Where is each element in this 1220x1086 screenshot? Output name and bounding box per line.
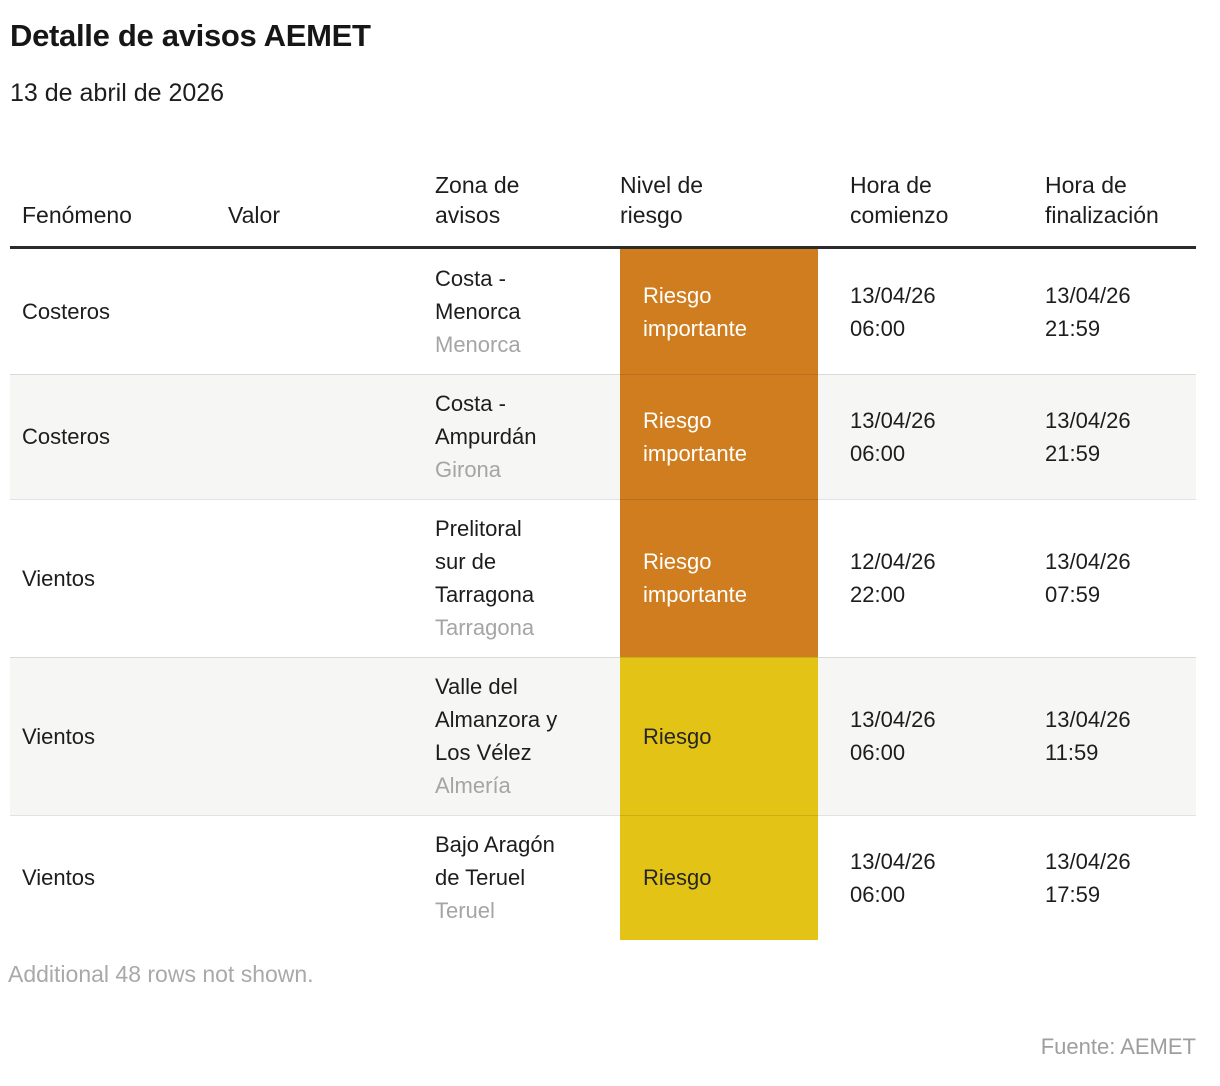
zona-cell: Costa - Menorca Menorca (435, 249, 620, 374)
source-credit: Fuente: AEMET (1040, 1034, 1196, 1059)
nivel-riesgo-badge: Riesgo (620, 657, 818, 815)
table-row: Vientos Bajo Aragón de Teruel Teruel Riesgo… (10, 815, 1196, 940)
provincia-label: Almería (435, 773, 511, 798)
column-header-comienzo: Hora de comienzo (850, 172, 949, 228)
zona-cell: Costa - Ampurdán Girona (435, 374, 620, 499)
fenomeno-cell: Vientos (10, 657, 228, 815)
column-header-valor: Valor (228, 202, 280, 228)
table-row: Vientos Prelitoral sur de Tarragona Tarrag… (10, 499, 1196, 657)
fin-fecha: 13/04/26 (1045, 707, 1131, 732)
page-title: Detalle de avisos AEMET (10, 18, 371, 53)
fenomeno-cell: Vientos (10, 499, 228, 657)
table-row: Costeros Costa - Ampurdán Girona Riesgo imp… (10, 374, 1196, 499)
nivel-riesgo-cell: Riesgo importante (620, 374, 850, 499)
comienzo-hora: 06:00 (850, 315, 906, 341)
nivel-riesgo-badge: Riesgo importante (620, 249, 818, 374)
provincia-label: Menorca (435, 332, 521, 357)
rows-not-shown-note: Additional 48 rows not shown. (8, 961, 314, 987)
provincia-label: Girona (435, 457, 502, 482)
zona-cell: Bajo Aragón de Teruel Teruel (435, 815, 620, 940)
fin-hora: 11:59 (1045, 740, 1099, 765)
valor-cell (228, 499, 435, 657)
table-row: Costeros Costa - Menorca Menorca Riesgo imp… (10, 249, 1196, 374)
hora-comienzo-cell: 13/04/26 06:00 (850, 657, 1045, 815)
nivel-riesgo-badge: Riesgo (620, 815, 818, 940)
table-header-row: Fenómeno Valor Zona de avisos Nivel de r… (10, 170, 1196, 249)
hora-finalizacion-cell: 13/04/26 07:59 (1045, 499, 1196, 657)
comienzo-fecha: 13/04/26 (850, 282, 936, 308)
zona-name: Prelitoral sur de Tarragona (435, 516, 535, 607)
hora-comienzo-cell: 13/04/26 06:00 (850, 374, 1045, 499)
provincia-label: Tarragona (435, 615, 535, 640)
hora-comienzo-cell: 12/04/26 22:00 (850, 499, 1045, 657)
column-header-zona: Zona de avisos (435, 172, 520, 228)
hora-finalizacion-cell: 13/04/26 17:59 (1045, 815, 1196, 940)
fin-fecha: 13/04/26 (1045, 282, 1131, 308)
fin-fecha: 13/04/26 (1045, 848, 1131, 874)
comienzo-fecha: 13/04/26 (850, 848, 936, 874)
column-header-fenomeno: Fenómeno (22, 202, 132, 228)
fin-hora: 07:59 (1045, 582, 1101, 607)
fenomeno-cell: Costeros (10, 249, 228, 374)
hora-comienzo-cell: 13/04/26 06:00 (850, 815, 1045, 940)
valor-cell (228, 657, 435, 815)
valor-cell (228, 374, 435, 499)
fenomeno-value: Vientos (22, 865, 95, 890)
fin-fecha: 13/04/26 (1045, 407, 1131, 433)
zona-name: Costa - Menorca (435, 266, 521, 324)
nivel-riesgo-cell: Riesgo (620, 815, 850, 940)
comienzo-hora: 06:00 (850, 740, 906, 765)
fenomeno-cell: Costeros (10, 374, 228, 499)
fenomeno-cell: Vientos (10, 815, 228, 940)
fenomeno-value: Costeros (22, 424, 111, 449)
hora-comienzo-cell: 13/04/26 06:00 (850, 249, 1045, 374)
zona-name: Valle del Almanzora y Los Vélez (435, 674, 558, 765)
column-header-nivel: Nivel de riesgo (620, 172, 704, 228)
nivel-riesgo-badge: Riesgo importante (620, 499, 818, 657)
fin-hora: 21:59 (1045, 315, 1101, 341)
valor-cell (228, 815, 435, 940)
nivel-riesgo-cell: Riesgo (620, 657, 850, 815)
zona-name: Bajo Aragón de Teruel (435, 832, 555, 890)
table-body: Costeros Costa - Menorca Menorca Riesgo imp… (10, 249, 1196, 940)
zona-name: Costa - Ampurdán (435, 391, 537, 449)
hora-finalizacion-cell: 13/04/26 21:59 (1045, 374, 1196, 499)
fin-hora: 21:59 (1045, 440, 1101, 466)
nivel-riesgo-cell: Riesgo importante (620, 499, 850, 657)
provincia-label: Teruel (435, 898, 495, 923)
comienzo-fecha: 12/04/26 (850, 549, 936, 574)
hora-finalizacion-cell: 13/04/26 11:59 (1045, 657, 1196, 815)
fenomeno-value: Vientos (22, 565, 95, 591)
nivel-riesgo-badge: Riesgo importante (620, 374, 818, 499)
fenomeno-value: Vientos (22, 723, 95, 749)
nivel-riesgo-cell: Riesgo importante (620, 249, 850, 374)
zona-cell: Prelitoral sur de Tarragona Tarragona (435, 499, 620, 657)
zona-cell: Valle del Almanzora y Los Vélez Almería (435, 657, 620, 815)
comienzo-fecha: 13/04/26 (850, 707, 936, 732)
valor-cell (228, 249, 435, 374)
page-subtitle: 13 de abril de 2026 (10, 79, 225, 107)
table-row: Vientos Valle del Almanzora y Los Vélez Al… (10, 657, 1196, 815)
fin-hora: 17:59 (1045, 881, 1101, 907)
column-header-finalizacion: Hora de finalización (1045, 172, 1159, 228)
avisos-table: Fenómeno Valor Zona de avisos Nivel de r… (10, 170, 1196, 940)
hora-finalizacion-cell: 13/04/26 21:59 (1045, 249, 1196, 374)
comienzo-hora: 06:00 (850, 440, 906, 466)
fenomeno-value: Costeros (22, 299, 111, 324)
comienzo-hora: 06:00 (850, 881, 906, 907)
fin-fecha: 13/04/26 (1045, 549, 1131, 574)
comienzo-hora: 22:00 (850, 582, 906, 607)
comienzo-fecha: 13/04/26 (850, 407, 936, 433)
